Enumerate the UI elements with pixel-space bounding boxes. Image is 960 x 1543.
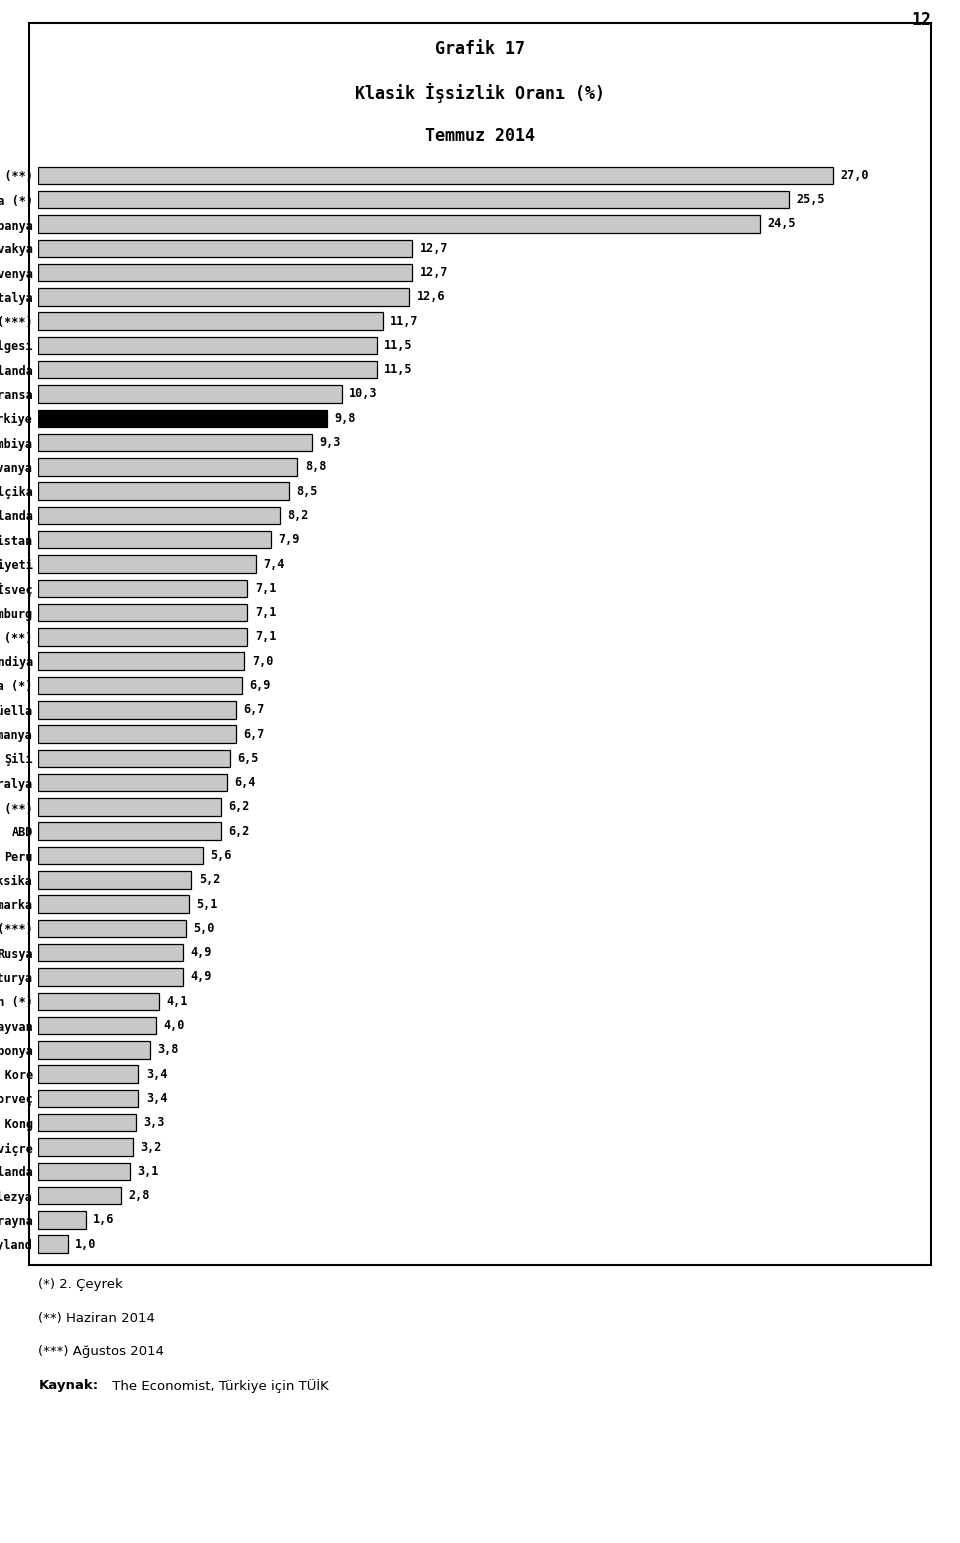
Bar: [38, 847, 204, 864]
Text: 8,5: 8,5: [296, 485, 318, 498]
Text: 6,5: 6,5: [237, 751, 258, 765]
Bar: [38, 1017, 156, 1034]
Bar: [38, 214, 759, 233]
Bar: [38, 506, 279, 525]
Text: 4,0: 4,0: [163, 1018, 185, 1032]
Text: 6,2: 6,2: [228, 826, 250, 838]
Bar: [38, 1042, 151, 1058]
Bar: [38, 628, 248, 645]
Text: 7,1: 7,1: [254, 606, 276, 619]
Text: Grafik 17: Grafik 17: [435, 40, 525, 59]
Bar: [38, 361, 377, 378]
Text: (***) Ağustos 2014: (***) Ağustos 2014: [38, 1345, 164, 1358]
Bar: [38, 191, 789, 208]
Bar: [38, 1162, 130, 1180]
Text: Kaynak:: Kaynak:: [38, 1379, 99, 1392]
Text: 24,5: 24,5: [767, 218, 796, 230]
Bar: [38, 603, 248, 622]
Bar: [38, 1065, 138, 1083]
Bar: [38, 289, 409, 306]
Text: 3,4: 3,4: [146, 1068, 167, 1080]
Bar: [38, 1089, 138, 1108]
Text: 8,2: 8,2: [287, 509, 308, 522]
Bar: [38, 386, 342, 403]
Text: 27,0: 27,0: [841, 168, 869, 182]
Text: 3,1: 3,1: [137, 1165, 158, 1177]
Text: 12,7: 12,7: [420, 242, 448, 255]
Text: 8,8: 8,8: [305, 460, 326, 474]
Bar: [38, 701, 235, 719]
Text: The Economist, Türkiye için TÜİK: The Economist, Türkiye için TÜİK: [108, 1379, 328, 1393]
Text: 25,5: 25,5: [797, 193, 825, 207]
Text: 11,5: 11,5: [384, 339, 413, 352]
Bar: [38, 1187, 121, 1205]
Text: (*) 2. Çeyrek: (*) 2. Çeyrek: [38, 1278, 123, 1290]
Text: Temmuz 2014: Temmuz 2014: [425, 127, 535, 145]
Bar: [38, 1114, 135, 1131]
Text: 3,4: 3,4: [146, 1092, 167, 1105]
Bar: [38, 555, 256, 572]
Text: 3,3: 3,3: [143, 1116, 164, 1129]
Bar: [38, 677, 242, 694]
Bar: [38, 1139, 132, 1156]
Bar: [38, 1236, 68, 1253]
Text: 5,1: 5,1: [196, 898, 217, 910]
Bar: [38, 580, 248, 597]
Text: 3,2: 3,2: [140, 1140, 161, 1154]
Text: 4,9: 4,9: [190, 946, 211, 960]
Text: 3,8: 3,8: [157, 1043, 179, 1057]
Bar: [38, 775, 227, 792]
Bar: [38, 992, 159, 1011]
Text: 5,0: 5,0: [193, 921, 214, 935]
Bar: [38, 409, 327, 427]
Text: 6,4: 6,4: [234, 776, 255, 788]
Text: 12,7: 12,7: [420, 265, 448, 279]
Bar: [38, 483, 289, 500]
Bar: [38, 531, 271, 548]
Text: 9,3: 9,3: [320, 437, 341, 449]
Text: 6,2: 6,2: [228, 801, 250, 813]
Text: 10,3: 10,3: [349, 387, 377, 401]
Bar: [38, 969, 182, 986]
Text: (**) Haziran 2014: (**) Haziran 2014: [38, 1312, 156, 1324]
Text: 9,8: 9,8: [334, 412, 355, 424]
Text: Klasik İşsizlik Oranı (%): Klasik İşsizlik Oranı (%): [355, 82, 605, 103]
Text: 1,0: 1,0: [75, 1237, 97, 1251]
Text: 7,4: 7,4: [264, 557, 285, 571]
Text: 7,1: 7,1: [254, 582, 276, 594]
Bar: [38, 653, 245, 670]
Bar: [38, 239, 412, 258]
Text: 4,9: 4,9: [190, 971, 211, 983]
Bar: [38, 434, 312, 451]
Text: 7,9: 7,9: [278, 534, 300, 546]
Text: 5,2: 5,2: [199, 873, 220, 886]
Text: 12,6: 12,6: [417, 290, 445, 304]
Text: 1,6: 1,6: [93, 1213, 114, 1227]
Text: 7,1: 7,1: [254, 631, 276, 643]
Text: 6,7: 6,7: [243, 728, 264, 741]
Bar: [38, 750, 229, 767]
Bar: [38, 336, 377, 355]
Bar: [38, 920, 185, 937]
Text: 6,7: 6,7: [243, 704, 264, 716]
Bar: [38, 458, 298, 475]
Bar: [38, 895, 188, 913]
Text: 5,6: 5,6: [210, 849, 232, 863]
Text: 6,9: 6,9: [249, 679, 271, 691]
Bar: [38, 1211, 85, 1228]
Bar: [38, 264, 412, 281]
Bar: [38, 312, 383, 330]
Bar: [38, 944, 182, 961]
Text: 7,0: 7,0: [252, 654, 274, 668]
Text: 2,8: 2,8: [129, 1190, 150, 1202]
Bar: [38, 798, 221, 816]
Text: 4,1: 4,1: [166, 995, 188, 1008]
Text: 12: 12: [911, 11, 931, 29]
Text: 11,7: 11,7: [390, 315, 419, 327]
Bar: [38, 822, 221, 839]
Bar: [38, 872, 191, 889]
Bar: [38, 725, 235, 742]
Bar: [38, 167, 833, 184]
Text: 11,5: 11,5: [384, 363, 413, 376]
